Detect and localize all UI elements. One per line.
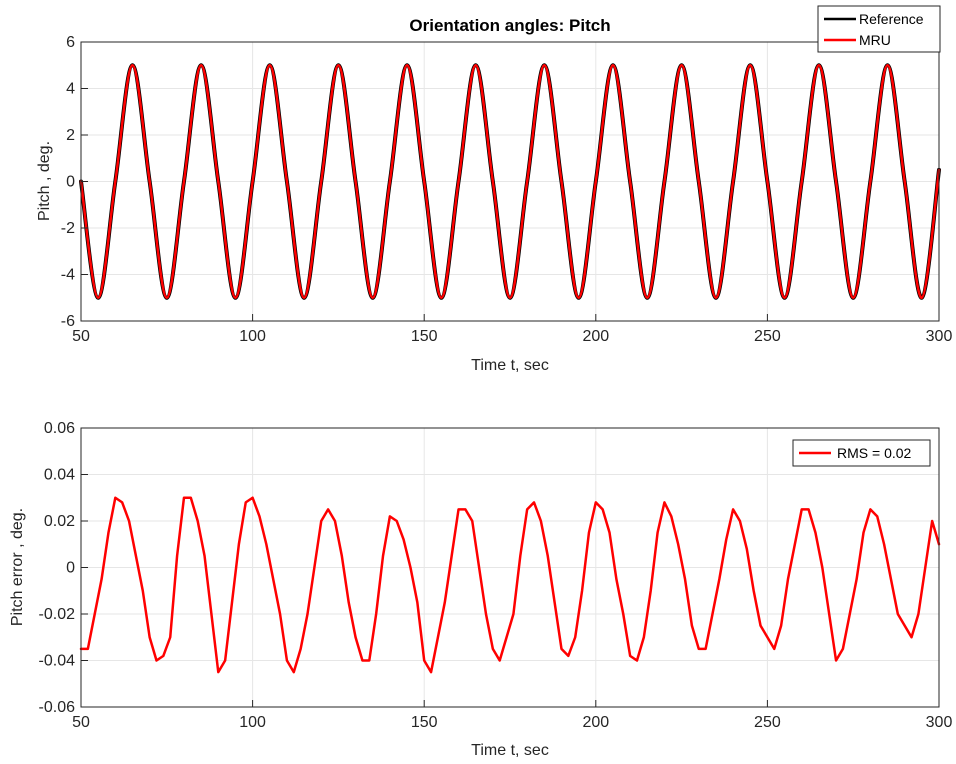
pitch-error-x-tick-label-0: 50 — [72, 714, 90, 731]
pitch-error-x-tick-label-3: 200 — [582, 714, 609, 731]
pitch-ticks: 50 100 150 200 250 300 -6 -4 -2 0 2 4 6 — [61, 34, 953, 345]
pitch-chart-title: Orientation angles: Pitch — [409, 16, 610, 35]
pitch-x-tick-label-2: 150 — [411, 328, 438, 345]
pitch-y-tick-label-0: -6 — [61, 313, 75, 330]
pitch-legend-box — [817, 5, 941, 53]
pitch-error-y-axis-label: Pitch error , deg. — [9, 508, 26, 626]
pitch-x-axis-label: Time t, sec — [471, 357, 549, 374]
pitch-y-tick-label-4: 2 — [66, 127, 75, 144]
pitch-error-series-line-0 — [79, 496, 941, 674]
pitch-x-tick-label-4: 250 — [754, 328, 781, 345]
pitch-x-tick-label-3: 200 — [582, 328, 609, 345]
pitch-y-tick-label-3: 0 — [66, 174, 75, 191]
pitch-error-y-tick-label-1: -0.04 — [39, 653, 76, 670]
pitch-error-series-group — [79, 496, 941, 674]
pitch-legend: Reference MRU — [817, 5, 941, 53]
pitch-error-y-tick-label-3: 0 — [66, 560, 75, 577]
pitch-error-x-tick-label-4: 250 — [754, 714, 781, 731]
pitch-error-y-tick-label-4: 0.02 — [44, 513, 75, 530]
pitch-error-y-tick-label-6: 0.06 — [44, 420, 75, 437]
pitch-x-tick-label-5: 300 — [926, 328, 953, 345]
pitch-error-axes: 50 100 150 200 250 300 -0.06 -0.04 -0.02 0 0.02 0.0… — [9, 420, 952, 759]
pitch-error-x-axis-label: Time t, sec — [471, 742, 549, 759]
pitch-y-axis-label: Pitch , deg. — [36, 141, 53, 221]
pitch-axes: 50 100 150 200 250 300 -6 -4 -2 0 2 4 6 Orientation … — [36, 5, 953, 374]
pitch-error-legend: RMS = 0.02 — [792, 439, 931, 467]
legend-mru-label: MRU — [859, 32, 891, 48]
pitch-error-y-tick-label-5: 0.04 — [44, 467, 75, 484]
pitch-y-tick-label-2: -2 — [61, 220, 75, 237]
pitch-y-tick-label-1: -4 — [61, 267, 75, 284]
pitch-error-x-tick-label-1: 100 — [239, 714, 266, 731]
pitch-x-tick-label-1: 100 — [239, 328, 266, 345]
pitch-error-y-tick-label-2: -0.02 — [39, 606, 76, 623]
pitch-series-group — [79, 63, 941, 300]
legend-reference-label: Reference — [859, 11, 924, 27]
pitch-error-y-tick-label-0: -0.06 — [39, 699, 76, 716]
pitch-error-x-tick-label-5: 300 — [926, 714, 953, 731]
pitch-error-x-tick-label-2: 150 — [411, 714, 438, 731]
pitch-x-tick-label-0: 50 — [72, 328, 90, 345]
legend-rms-label: RMS = 0.02 — [837, 445, 912, 461]
pitch-error-ticks: 50 100 150 200 250 300 -0.06 -0.04 -0.02 0 0.02 0.0… — [39, 420, 953, 731]
pitch-y-tick-label-6: 6 — [66, 34, 75, 51]
pitch-y-tick-label-5: 4 — [66, 81, 75, 98]
pitch-series-line-1 — [79, 64, 941, 300]
